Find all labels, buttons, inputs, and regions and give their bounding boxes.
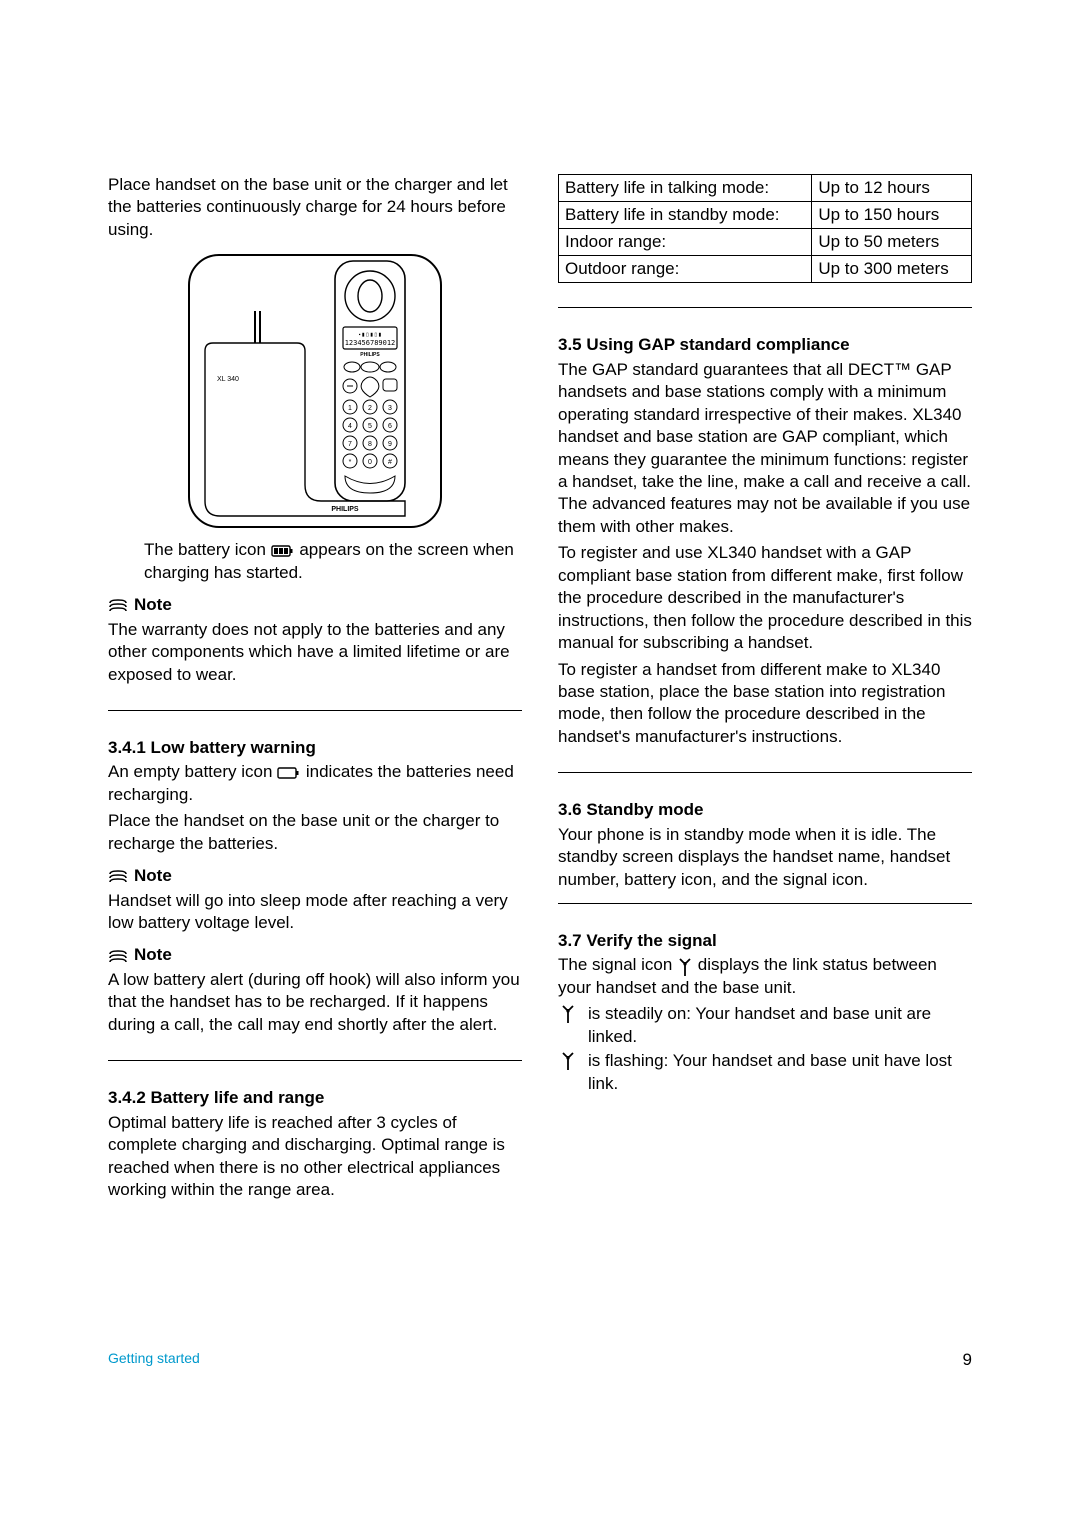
svg-text:#: #	[388, 459, 392, 466]
section-341-p1: An empty battery icon indicates the batt…	[108, 761, 522, 806]
note2-body: Handset will go into sleep mode after re…	[108, 890, 522, 935]
signal-icon	[558, 1003, 578, 1048]
battery-full-icon	[271, 544, 295, 558]
signal-icon	[558, 1050, 578, 1095]
note-label: Note	[134, 944, 172, 966]
note-row-2: Note	[108, 865, 522, 887]
svg-text:*: *	[349, 459, 352, 466]
intro-paragraph: Place handset on the base unit or the ch…	[108, 174, 522, 241]
section-342-body: Optimal battery life is reached after 3 …	[108, 1112, 522, 1202]
divider	[108, 710, 522, 711]
note-icon	[108, 597, 128, 613]
table-cell: Battery life in standby mode:	[559, 202, 812, 229]
table-cell: Up to 12 hours	[812, 175, 972, 202]
note-row-1: Note	[108, 594, 522, 616]
left-column: Place handset on the base unit or the ch…	[108, 174, 522, 1205]
table-row: Outdoor range:Up to 300 meters	[559, 256, 972, 283]
table-cell: Up to 150 hours	[812, 202, 972, 229]
signal-icon	[677, 956, 693, 976]
divider	[558, 903, 972, 904]
battery-line-prefix: The battery icon	[144, 540, 271, 559]
svg-text:3: 3	[388, 405, 392, 412]
page-footer: Getting started 9	[108, 1350, 972, 1370]
section-37-title: 3.7 Verify the signal	[558, 930, 972, 952]
svg-text:▪ ▮ ▯ ▮ ▯ ▮: ▪ ▮ ▯ ▮ ▯ ▮	[359, 332, 382, 338]
note-icon	[108, 948, 128, 964]
device-illustration: ▪ ▮ ▯ ▮ ▯ ▮ 123456789012 PHILIPS 1	[185, 251, 445, 531]
section-35-p2: To register and use XL340 handset with a…	[558, 542, 972, 654]
table-row: Battery life in standby mode:Up to 150 h…	[559, 202, 972, 229]
svg-text:123456789012: 123456789012	[345, 339, 396, 347]
table-cell: Battery life in talking mode:	[559, 175, 812, 202]
section-36-body: Your phone is in standby mode when it is…	[558, 824, 972, 891]
note-label: Note	[134, 865, 172, 887]
section-35-title: 3.5 Using GAP standard compliance	[558, 334, 972, 356]
battery-empty-icon	[277, 766, 301, 780]
list-item: is steadily on: Your handset and base un…	[558, 1003, 972, 1048]
note3-body: A low battery alert (during off hook) wi…	[108, 969, 522, 1036]
section-342-title: 3.4.2 Battery life and range	[108, 1087, 522, 1109]
section-37-intro: The signal icon displays the link status…	[558, 954, 972, 999]
svg-text:5: 5	[368, 423, 372, 430]
note1-body: The warranty does not apply to the batte…	[108, 619, 522, 686]
table-row: Battery life in talking mode:Up to 12 ho…	[559, 175, 972, 202]
spec-table: Battery life in talking mode:Up to 12 ho…	[558, 174, 972, 283]
svg-text:2: 2	[368, 405, 372, 412]
section-35-p1: The GAP standard guarantees that all DEC…	[558, 359, 972, 539]
sec37-intro-a: The signal icon	[558, 955, 677, 974]
svg-text:8: 8	[368, 441, 372, 448]
divider	[558, 772, 972, 773]
list-item-text: is steadily on: Your handset and base un…	[588, 1003, 972, 1048]
table-row: Indoor range:Up to 50 meters	[559, 229, 972, 256]
note-icon	[108, 868, 128, 884]
divider	[108, 1060, 522, 1061]
table-cell: Indoor range:	[559, 229, 812, 256]
list-item: is flashing: Your handset and base unit …	[558, 1050, 972, 1095]
list-item-text: is flashing: Your handset and base unit …	[588, 1050, 972, 1095]
table-cell: Up to 300 meters	[812, 256, 972, 283]
page-number: 9	[963, 1350, 972, 1370]
section-35-p3: To register a handset from different mak…	[558, 659, 972, 749]
table-cell: Outdoor range:	[559, 256, 812, 283]
svg-text:0: 0	[368, 459, 372, 466]
svg-text:6: 6	[388, 423, 392, 430]
footer-section-name: Getting started	[108, 1350, 200, 1370]
sec341-p1a: An empty battery icon	[108, 762, 277, 781]
battery-charging-line: The battery icon appears on the screen w…	[144, 539, 522, 584]
note-label: Note	[134, 594, 172, 616]
svg-text:PHILIPS: PHILIPS	[360, 352, 380, 358]
table-cell: Up to 50 meters	[812, 229, 972, 256]
section-36-title: 3.6 Standby mode	[558, 799, 972, 821]
svg-text:9: 9	[388, 441, 392, 448]
svg-text:7: 7	[348, 441, 352, 448]
signal-list: is steadily on: Your handset and base un…	[558, 1003, 972, 1095]
note-row-3: Note	[108, 944, 522, 966]
svg-text:4: 4	[348, 423, 352, 430]
divider	[558, 307, 972, 308]
svg-text:1: 1	[348, 405, 352, 412]
section-341-p2: Place the handset on the base unit or th…	[108, 810, 522, 855]
right-column: Battery life in talking mode:Up to 12 ho…	[558, 174, 972, 1205]
section-341-title: 3.4.1 Low battery warning	[108, 737, 522, 759]
svg-text:PHILIPS: PHILIPS	[331, 506, 359, 513]
svg-text:XL 340: XL 340	[217, 376, 239, 383]
